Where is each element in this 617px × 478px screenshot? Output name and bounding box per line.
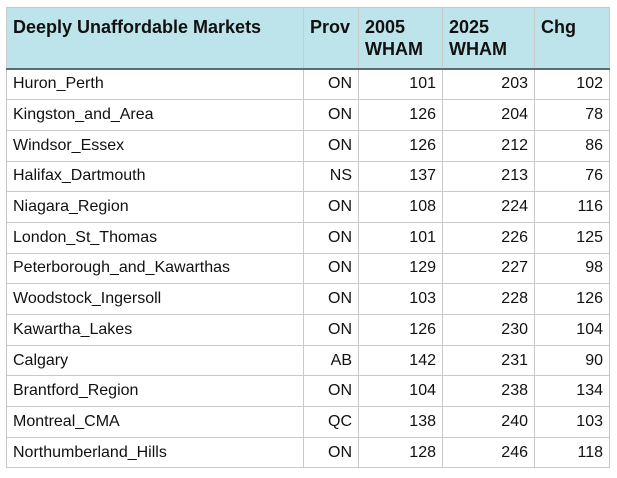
header-cell: 2005 WHAM bbox=[358, 7, 443, 70]
header-cell: Prov bbox=[303, 7, 359, 70]
table-row: Brantford_Region ON 104 238 134 bbox=[6, 375, 610, 408]
data-table: Deeply Unaffordable Markets Prov 2005 WHAM… bbox=[6, 7, 610, 469]
value-cell: 76 bbox=[534, 160, 610, 193]
table-row: Kawartha_Lakes ON 126 230 104 bbox=[6, 314, 610, 346]
value-cell: 231 bbox=[442, 344, 535, 377]
table-body: Huron_Perth ON 101 203 102 Kingston_and_Area O… bbox=[6, 67, 610, 469]
value-cell: 101 bbox=[358, 67, 443, 101]
value-cell: 78 bbox=[534, 99, 610, 131]
value-cell: QC bbox=[303, 406, 359, 438]
market-cell: Windsor_Essex bbox=[6, 129, 304, 162]
value-cell: 238 bbox=[442, 375, 535, 408]
table-header: Deeply Unaffordable Markets Prov 2005 WHAM… bbox=[6, 7, 610, 70]
value-cell: 86 bbox=[534, 129, 610, 162]
value-cell: 246 bbox=[442, 436, 535, 469]
table-row: Woodstock_Ingersoll ON 103 228 126 bbox=[6, 283, 610, 315]
table-row: Huron_Perth ON 101 203 102 bbox=[6, 67, 610, 101]
value-cell: ON bbox=[303, 191, 359, 223]
market-cell: Northumberland_Hills bbox=[6, 436, 304, 469]
value-cell: 102 bbox=[534, 67, 610, 101]
table-row: Niagara_Region ON 108 224 116 bbox=[6, 191, 610, 223]
table-row: Calgary AB 142 231 90 bbox=[6, 344, 610, 377]
value-cell: ON bbox=[303, 252, 359, 285]
table-row: Kingston_and_Area ON 126 204 78 bbox=[6, 99, 610, 131]
value-cell: 128 bbox=[358, 436, 443, 469]
value-cell: 101 bbox=[358, 221, 443, 254]
value-cell: 138 bbox=[358, 406, 443, 438]
value-cell: 90 bbox=[534, 344, 610, 377]
market-cell: Kingston_and_Area bbox=[6, 99, 304, 131]
value-cell: ON bbox=[303, 129, 359, 162]
market-cell: Brantford_Region bbox=[6, 375, 304, 408]
value-cell: 228 bbox=[442, 283, 535, 315]
value-cell: 134 bbox=[534, 375, 610, 408]
value-cell: 137 bbox=[358, 160, 443, 193]
market-cell: Woodstock_Ingersoll bbox=[6, 283, 304, 315]
table-row: Montreal_CMA QC 138 240 103 bbox=[6, 406, 610, 438]
value-cell: 126 bbox=[358, 314, 443, 346]
value-cell: 226 bbox=[442, 221, 535, 254]
table-row: Peterborough_and_Kawarthas ON 129 227 98 bbox=[6, 252, 610, 285]
value-cell: 103 bbox=[534, 406, 610, 438]
value-cell: AB bbox=[303, 344, 359, 377]
header-cell: Chg bbox=[534, 7, 610, 70]
value-cell: 224 bbox=[442, 191, 535, 223]
value-cell: 98 bbox=[534, 252, 610, 285]
table-row: Northumberland_Hills ON 128 246 118 bbox=[6, 436, 610, 469]
value-cell: 125 bbox=[534, 221, 610, 254]
value-cell: 212 bbox=[442, 129, 535, 162]
value-cell: 240 bbox=[442, 406, 535, 438]
value-cell: NS bbox=[303, 160, 359, 193]
header-cell: 2025 WHAM bbox=[442, 7, 535, 70]
value-cell: 126 bbox=[534, 283, 610, 315]
value-cell: 204 bbox=[442, 99, 535, 131]
market-cell: Kawartha_Lakes bbox=[6, 314, 304, 346]
table-row: Windsor_Essex ON 126 212 86 bbox=[6, 129, 610, 162]
market-cell: Montreal_CMA bbox=[6, 406, 304, 438]
table-row: London_St_Thomas ON 101 226 125 bbox=[6, 221, 610, 254]
value-cell: ON bbox=[303, 99, 359, 131]
value-cell: ON bbox=[303, 283, 359, 315]
header-cell: Deeply Unaffordable Markets bbox=[6, 7, 304, 70]
value-cell: 104 bbox=[358, 375, 443, 408]
value-cell: 230 bbox=[442, 314, 535, 346]
market-cell: Calgary bbox=[6, 344, 304, 377]
value-cell: 118 bbox=[534, 436, 610, 469]
value-cell: 142 bbox=[358, 344, 443, 377]
header-row: Deeply Unaffordable Markets Prov 2005 WHAM… bbox=[6, 7, 610, 70]
value-cell: ON bbox=[303, 221, 359, 254]
value-cell: ON bbox=[303, 314, 359, 346]
value-cell: ON bbox=[303, 375, 359, 408]
value-cell: ON bbox=[303, 67, 359, 101]
value-cell: ON bbox=[303, 436, 359, 469]
value-cell: 116 bbox=[534, 191, 610, 223]
value-cell: 227 bbox=[442, 252, 535, 285]
market-cell: Niagara_Region bbox=[6, 191, 304, 223]
value-cell: 213 bbox=[442, 160, 535, 193]
value-cell: 126 bbox=[358, 99, 443, 131]
market-cell: Huron_Perth bbox=[6, 67, 304, 101]
value-cell: 203 bbox=[442, 67, 535, 101]
market-cell: Halifax_Dartmouth bbox=[6, 160, 304, 193]
table-row: Halifax_Dartmouth NS 137 213 76 bbox=[6, 160, 610, 193]
market-cell: Peterborough_and_Kawarthas bbox=[6, 252, 304, 285]
value-cell: 103 bbox=[358, 283, 443, 315]
market-cell: London_St_Thomas bbox=[6, 221, 304, 254]
value-cell: 104 bbox=[534, 314, 610, 346]
value-cell: 126 bbox=[358, 129, 443, 162]
value-cell: 108 bbox=[358, 191, 443, 223]
value-cell: 129 bbox=[358, 252, 443, 285]
